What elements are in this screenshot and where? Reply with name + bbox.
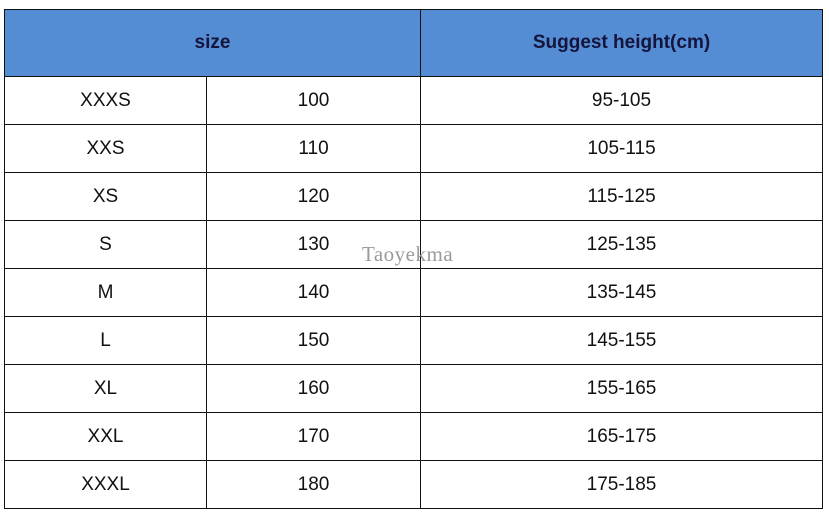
cell-height: 145-155 — [420, 316, 823, 365]
table-row: L 150 145-155 — [4, 316, 823, 365]
cell-size: XS — [4, 172, 207, 221]
cell-num: 130 — [206, 220, 421, 269]
header-row: size Suggest height(cm) — [4, 9, 823, 77]
header-suggest-height: Suggest height(cm) — [420, 9, 823, 77]
cell-num: 170 — [206, 412, 421, 461]
cell-num: 140 — [206, 268, 421, 317]
table-row: XXXL 180 175-185 — [4, 460, 823, 509]
cell-height: 175-185 — [420, 460, 823, 509]
cell-num: 110 — [206, 124, 421, 173]
cell-size: XXS — [4, 124, 207, 173]
size-chart-table: size Suggest height(cm) XXXS 100 95-105 XXS… — [4, 9, 823, 509]
table-row: XS 120 115-125 — [4, 172, 823, 221]
cell-size: XXL — [4, 412, 207, 461]
cell-height: 165-175 — [420, 412, 823, 461]
cell-height: 125-135 — [420, 220, 823, 269]
table-row: XXS 110 105-115 — [4, 124, 823, 173]
cell-size: M — [4, 268, 207, 317]
table-row: XXL 170 165-175 — [4, 412, 823, 461]
cell-num: 160 — [206, 364, 421, 413]
cell-height: 155-165 — [420, 364, 823, 413]
cell-height: 105-115 — [420, 124, 823, 173]
cell-num: 100 — [206, 76, 421, 125]
watermark: Taoyekma — [362, 242, 454, 266]
cell-size: L — [4, 316, 207, 365]
cell-size: S — [4, 220, 207, 269]
table-row: S 130 125-135 — [4, 220, 823, 269]
cell-num: 180 — [206, 460, 421, 509]
cell-num: 120 — [206, 172, 421, 221]
cell-height: 135-145 — [420, 268, 823, 317]
cell-height: 95-105 — [420, 76, 823, 125]
cell-num: 150 — [206, 316, 421, 365]
cell-size: XL — [4, 364, 207, 413]
header-size: size — [4, 9, 421, 77]
cell-size: XXXL — [4, 460, 207, 509]
table-row: XXXS 100 95-105 — [4, 76, 823, 125]
table-row: XL 160 155-165 — [4, 364, 823, 413]
cell-size: XXXS — [4, 76, 207, 125]
table-row: M 140 135-145 — [4, 268, 823, 317]
cell-height: 115-125 — [420, 172, 823, 221]
